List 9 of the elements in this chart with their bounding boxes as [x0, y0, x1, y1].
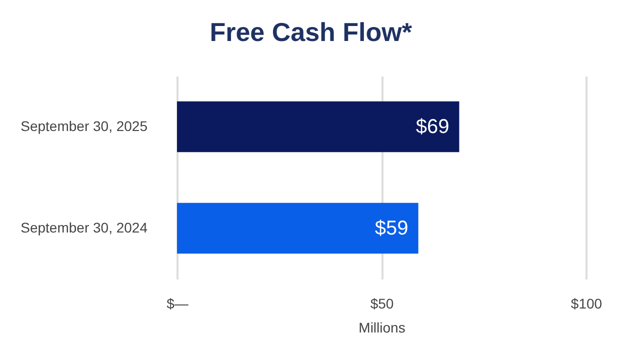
y-tick-label: September 30, 2024 — [20, 219, 148, 236]
x-tick-label: $50 — [370, 296, 394, 312]
x-axis-title: Millions — [358, 320, 406, 336]
x-tick-label: $100 — [570, 296, 602, 312]
chart-title: Free Cash Flow* — [210, 17, 413, 47]
x-tick-label: $— — [166, 296, 188, 312]
data-label: $69 — [416, 116, 450, 138]
data-label: $59 — [374, 217, 408, 240]
y-tick-label: September 30, 2025 — [20, 118, 148, 134]
